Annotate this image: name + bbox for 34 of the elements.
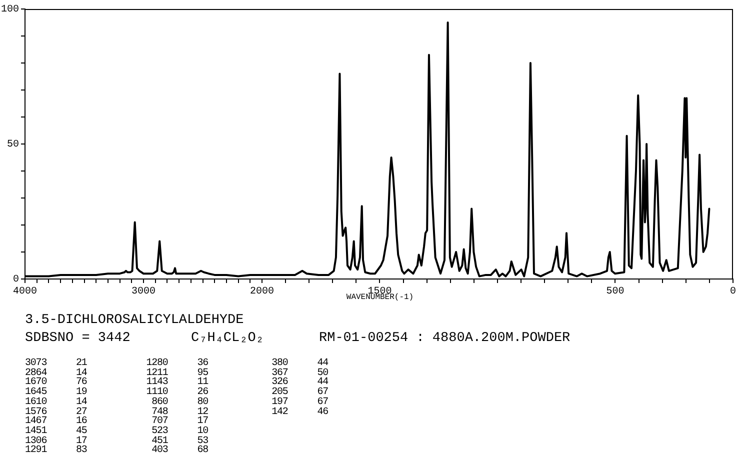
text: 1280 36 (146, 358, 208, 369)
text: 205 67 (272, 387, 328, 398)
text: SDBSNO = 3442 (25, 331, 130, 347)
text: 1610 14 (25, 396, 87, 408)
text: 403 68 (152, 445, 208, 456)
text: RM-01-00254 : 4880A.200M.POWDER (319, 331, 570, 347)
text: 197 67 (272, 396, 328, 408)
text: 1576 27 (25, 406, 87, 418)
y-tick-label: 50 (6, 140, 19, 151)
y-tick-label: 0 (12, 274, 19, 286)
x-tick-label: 0 (730, 286, 736, 298)
text: 523 10 (152, 426, 208, 437)
text: 142 46 (272, 406, 328, 418)
text: 1451 45 (25, 426, 87, 437)
text: 1291 83 (25, 445, 87, 456)
text: 1645 19 (25, 387, 87, 398)
text: 1467 16 (25, 416, 87, 428)
text: C₇H₄CL₂O₂ (191, 331, 264, 347)
text: 1110 26 (146, 387, 208, 398)
x-tick-label: 4000 (12, 286, 38, 298)
text: 1670 76 (25, 377, 87, 388)
text: 860 80 (152, 396, 208, 408)
x-tick-label: 500 (606, 286, 624, 298)
x-axis-title: WAVENUMBER(-1) (346, 293, 414, 302)
text: 1143 11 (146, 377, 208, 388)
x-tick-label: 3000 (131, 286, 156, 298)
text: 748 12 (152, 406, 208, 418)
x-tick-label: 2000 (250, 286, 274, 298)
y-tick-label: 100 (0, 4, 19, 16)
text: 326 44 (272, 377, 328, 388)
text: 3.5-DICHLOROSALICYLALDEHYDE (25, 313, 244, 329)
text: 3073 21 (25, 358, 87, 369)
text: 380 44 (272, 358, 328, 369)
text: 707 17 (152, 416, 208, 428)
